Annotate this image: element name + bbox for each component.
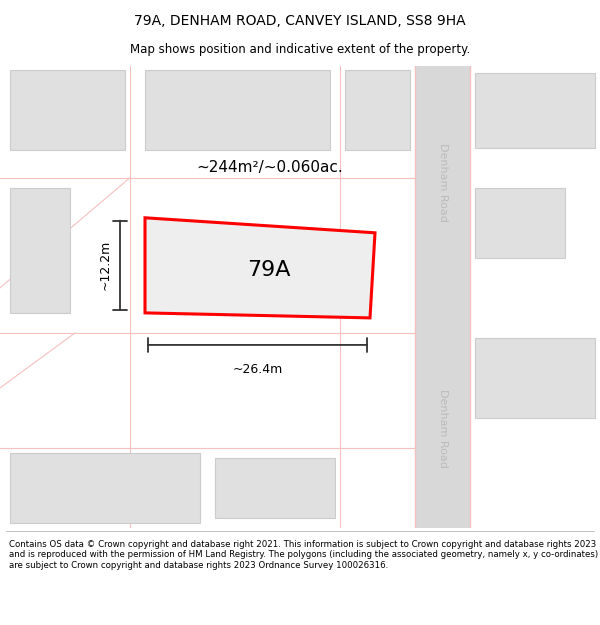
Text: Denham Road: Denham Road [437,389,448,468]
Text: ~12.2m: ~12.2m [99,240,112,291]
Polygon shape [145,217,375,318]
Text: 79A, DENHAM ROAD, CANVEY ISLAND, SS8 9HA: 79A, DENHAM ROAD, CANVEY ISLAND, SS8 9HA [134,14,466,28]
Bar [475,72,595,148]
Bar [475,338,595,418]
Text: ~26.4m: ~26.4m [232,363,283,376]
Text: Denham Road: Denham Road [437,143,448,222]
Bar [215,458,335,518]
Bar [475,188,565,258]
Text: 79A: 79A [247,261,290,281]
Text: Contains OS data © Crown copyright and database right 2021. This information is : Contains OS data © Crown copyright and d… [9,540,598,569]
Text: Map shows position and indicative extent of the property.: Map shows position and indicative extent… [130,42,470,56]
Bar [10,453,200,523]
Bar [10,188,70,313]
Bar [415,66,470,528]
Bar [10,69,125,150]
Text: ~244m²/~0.060ac.: ~244m²/~0.060ac. [197,160,343,175]
Bar [345,69,410,150]
Bar [145,69,330,150]
